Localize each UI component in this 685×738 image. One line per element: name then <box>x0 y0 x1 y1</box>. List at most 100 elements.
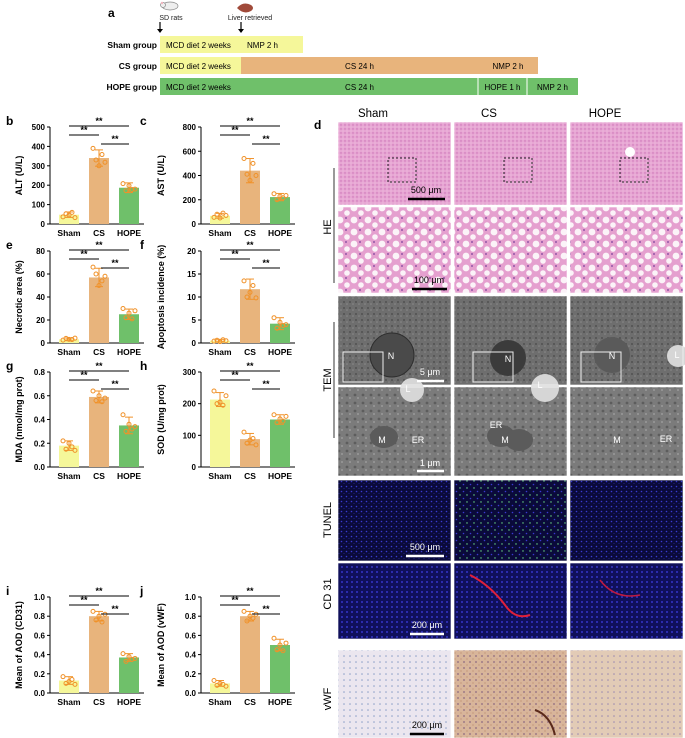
tile-border <box>569 386 684 477</box>
tem-label-n-hope: N <box>609 351 616 361</box>
bar-hope <box>270 419 290 467</box>
micrograph-tunel <box>570 480 683 561</box>
data-point <box>102 395 108 401</box>
tem-label-m-hope: M <box>613 435 621 445</box>
data-point <box>96 163 102 169</box>
y-tick-label: 400 <box>32 142 46 151</box>
tem-label-l-sham: L <box>405 384 410 394</box>
svg-text:500 μm: 500 μm <box>410 542 440 552</box>
scale-bar-vwf: 200 μm <box>410 720 444 736</box>
panel-letter-e: e <box>6 238 13 252</box>
data-point <box>66 336 72 342</box>
tem-label-m-sham: M <box>378 435 386 445</box>
timeline-row-label: Sham group <box>107 40 157 50</box>
significance-label: ** <box>95 586 103 596</box>
scale-bar-cd31: 200 μm <box>410 620 444 636</box>
significance-label: ** <box>80 595 88 605</box>
tile-border <box>337 649 452 738</box>
tem-label-m-cs: M <box>501 435 509 445</box>
data-point <box>72 335 78 341</box>
x-tick-label: Sham <box>208 347 232 357</box>
panel-letter-c: c <box>140 114 147 128</box>
data-point <box>244 294 250 300</box>
y-tick-label: 0.2 <box>34 439 46 448</box>
y-tick-label: 0.6 <box>34 631 46 640</box>
y-tick-label: 200 <box>183 196 197 205</box>
timeline-segment-label: NMP 2 h <box>493 62 524 71</box>
chart-i: i Mean of AOD (CD31) 0.0 0.2 0.4 0.6 0.8 1.0 Sha… <box>6 584 144 707</box>
data-point <box>66 212 72 218</box>
rat-icon <box>160 1 179 11</box>
row-label-he: HE <box>322 219 334 234</box>
lipid-droplet <box>531 374 559 402</box>
y-tick-label: 15 <box>187 270 196 279</box>
lipid-droplet <box>667 345 685 367</box>
y-tick-label: 0 <box>192 339 197 348</box>
x-tick-label: Sham <box>208 697 232 707</box>
vessel <box>625 147 635 157</box>
data-point <box>60 438 66 444</box>
bar-cs <box>240 170 260 224</box>
zoom-box <box>342 351 384 383</box>
x-tick-label: HOPE <box>268 697 292 707</box>
data-point <box>280 195 286 201</box>
tile-border <box>453 206 568 294</box>
panel-d-image-grid: d Sham CS HOPE HE TEM TUNEL CD 31 vWF N … <box>314 108 685 738</box>
y-tick-label: 5 <box>192 316 197 325</box>
bar-hope <box>270 197 290 224</box>
tem-label-er-sham: ER <box>412 435 425 445</box>
micrograph-he-high <box>338 207 451 293</box>
x-tick-label: CS <box>93 347 105 357</box>
x-tick-label: CS <box>244 228 256 238</box>
data-point <box>60 674 66 680</box>
data-point <box>132 655 138 661</box>
x-tick-label: Sham <box>57 697 81 707</box>
data-point <box>63 335 69 341</box>
y-tick-label: 600 <box>183 147 197 156</box>
data-point <box>129 426 135 432</box>
y-tick-label: 40 <box>36 293 45 302</box>
panel-letter-g: g <box>6 359 13 373</box>
data-point <box>223 213 229 219</box>
data-point <box>250 283 256 288</box>
micrograph-vwf <box>454 650 567 738</box>
tile-border <box>569 649 684 738</box>
significance-label: ** <box>246 361 254 371</box>
data-point <box>244 440 250 446</box>
y-tick-label: 0.0 <box>34 463 46 472</box>
data-point <box>247 289 253 295</box>
data-point <box>214 211 220 217</box>
data-point <box>241 429 247 435</box>
data-point <box>211 388 217 394</box>
panel-letter-i: i <box>6 584 9 598</box>
micrograph-tunel <box>454 480 567 561</box>
y-tick-label: 0.4 <box>34 651 46 660</box>
liver-icon <box>237 3 253 13</box>
significance-label: ** <box>246 116 254 126</box>
data-point <box>123 428 129 434</box>
y-axis-label: MDA (nmol/mg prot) <box>14 376 24 462</box>
x-tick-label: Sham <box>208 228 232 238</box>
data-point <box>120 651 126 657</box>
data-point <box>90 388 96 394</box>
tem-label-l-cs: L <box>537 380 542 390</box>
data-point <box>223 338 229 344</box>
data-point <box>96 283 102 288</box>
micrograph-cd31 <box>338 563 451 639</box>
lipid-droplet <box>400 378 424 402</box>
tile-border <box>569 479 684 562</box>
micrograph-he-low <box>338 122 451 205</box>
data-point <box>277 642 283 648</box>
tem-label-n-cs: N <box>505 354 512 364</box>
data-point <box>253 295 259 301</box>
bar-hope <box>119 425 139 467</box>
data-point <box>96 613 102 619</box>
data-point <box>99 619 105 625</box>
bar-sham <box>59 445 79 467</box>
zoom-box <box>503 157 533 183</box>
data-point <box>250 615 256 621</box>
y-tick-label: 0.8 <box>34 368 46 377</box>
tile-border <box>453 121 568 206</box>
